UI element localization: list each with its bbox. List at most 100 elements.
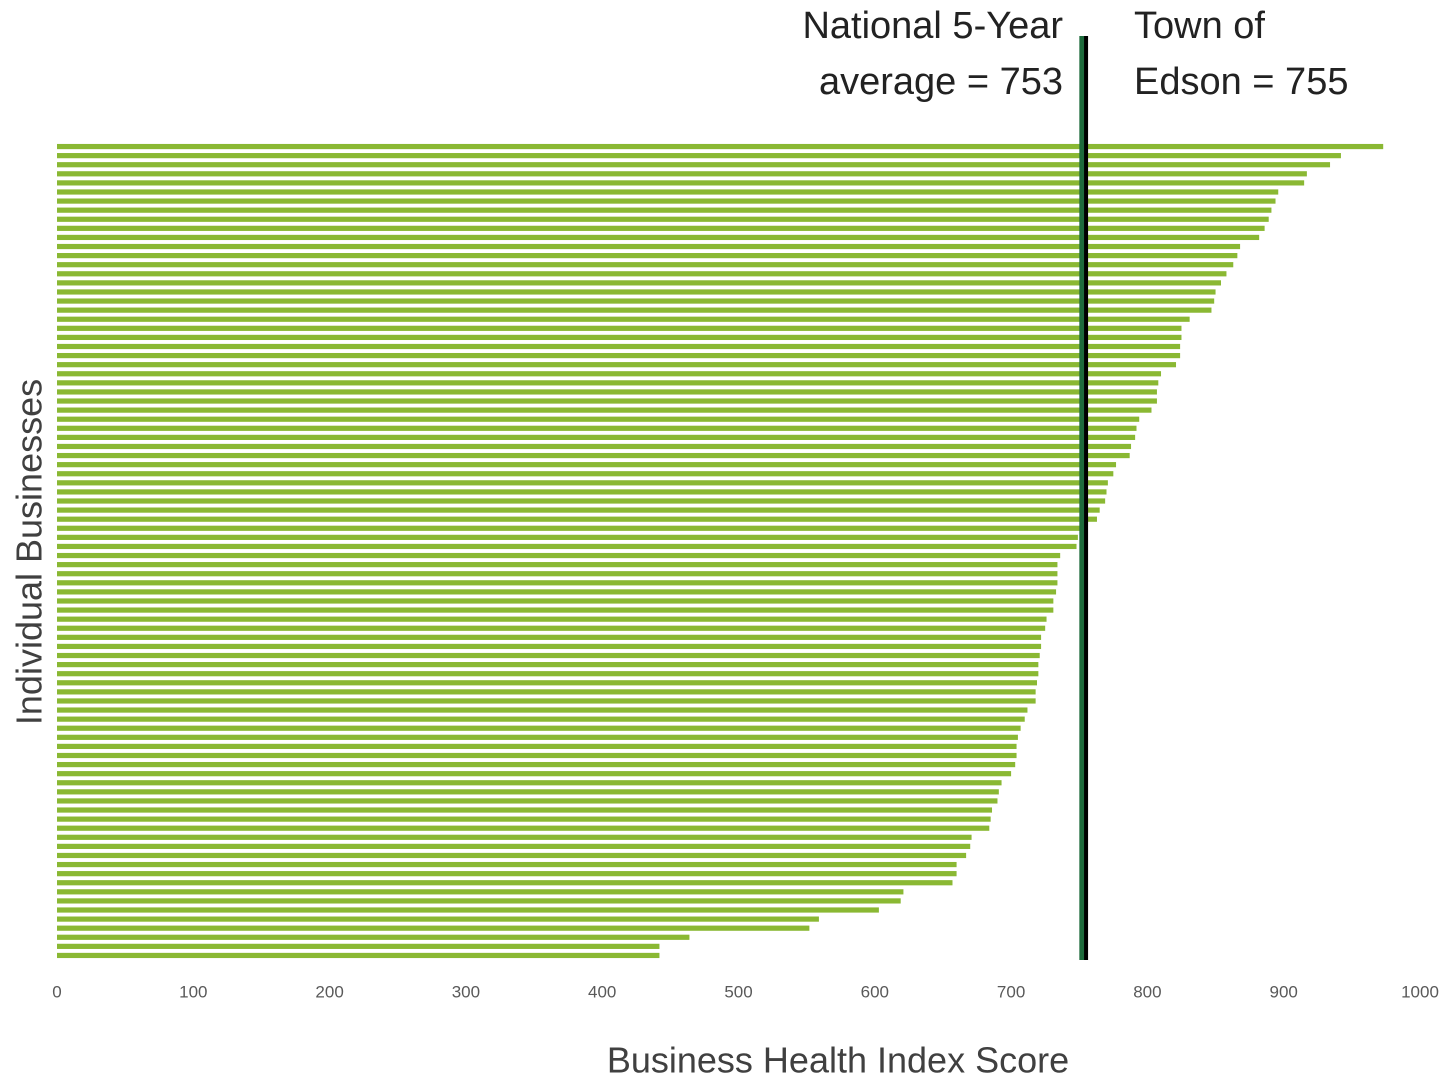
bar	[57, 807, 993, 813]
bar	[57, 262, 1234, 268]
bar	[57, 225, 1265, 231]
bar	[57, 416, 1140, 422]
bar	[57, 843, 971, 849]
bar	[57, 652, 1040, 659]
bar	[57, 198, 1276, 204]
bar	[57, 362, 1177, 368]
bar	[57, 816, 991, 822]
bar	[57, 507, 1100, 513]
bar	[57, 462, 1117, 468]
bar	[57, 316, 1190, 322]
x-tick-label: 700	[997, 982, 1025, 1001]
bar	[57, 662, 1039, 668]
x-tick-label: 1000	[1401, 982, 1439, 1001]
bar	[57, 571, 1058, 577]
bar	[57, 671, 1039, 677]
bar	[57, 452, 1130, 459]
bar	[57, 216, 1269, 222]
bar	[57, 189, 1279, 195]
bar	[57, 489, 1107, 495]
bar	[57, 180, 1305, 186]
bar	[57, 562, 1058, 568]
x-axis-label: Business Health Index Score	[607, 1040, 1069, 1081]
bar	[57, 352, 1181, 359]
bar	[57, 643, 1042, 650]
bar	[57, 689, 1036, 695]
bar	[57, 925, 810, 931]
reference-label: Edson = 755	[1134, 61, 1348, 103]
bar	[57, 680, 1037, 686]
x-tick-label: 300	[452, 982, 480, 1001]
bar	[57, 434, 1136, 440]
bar	[57, 425, 1137, 431]
bar	[57, 707, 1028, 713]
bar	[57, 934, 690, 940]
x-tick-label: 800	[1133, 982, 1161, 1001]
bar	[57, 207, 1272, 213]
bar	[57, 543, 1077, 550]
x-tick-label: 200	[315, 982, 343, 1001]
bar	[57, 516, 1097, 522]
bar	[57, 852, 967, 859]
bar	[57, 598, 1054, 604]
bar	[57, 471, 1114, 477]
bar	[57, 480, 1108, 486]
bar	[57, 698, 1036, 704]
bar	[57, 752, 1017, 759]
bar	[57, 589, 1057, 595]
reference-label: National 5-Year	[802, 5, 1063, 47]
bar	[57, 243, 1241, 250]
bar	[57, 389, 1157, 395]
bar	[57, 380, 1159, 386]
bar	[57, 871, 957, 877]
x-tick-label: 100	[179, 982, 207, 1001]
bar	[57, 743, 1017, 750]
bar	[57, 607, 1054, 613]
bar	[57, 798, 998, 804]
bar	[57, 280, 1222, 286]
bar	[57, 780, 1002, 786]
bar	[57, 789, 999, 795]
bar	[57, 825, 990, 831]
bar	[57, 253, 1238, 259]
bar	[57, 943, 660, 949]
bar	[57, 325, 1182, 331]
bar	[57, 234, 1260, 241]
bar	[57, 716, 1025, 722]
bar	[57, 162, 1331, 168]
bar	[57, 907, 879, 913]
bar	[57, 898, 901, 904]
bar	[57, 171, 1307, 177]
bar	[57, 407, 1152, 413]
bar	[57, 916, 819, 922]
x-tick-label: 0	[52, 982, 61, 1001]
reference-label: Town of	[1134, 5, 1265, 47]
bar	[57, 343, 1181, 350]
bar	[57, 952, 660, 959]
bar	[57, 580, 1058, 586]
x-tick-label: 400	[588, 982, 616, 1001]
bar	[57, 734, 1018, 740]
y-axis-label: Individual Businesses	[9, 379, 50, 725]
bar	[57, 143, 1384, 150]
bar	[57, 289, 1216, 295]
reference-label: average = 753	[819, 61, 1063, 103]
bar	[57, 371, 1162, 377]
bar	[57, 861, 957, 868]
bar	[57, 634, 1042, 640]
bar	[57, 834, 972, 840]
bar	[57, 443, 1132, 450]
bar	[57, 616, 1047, 622]
x-tick-label: 600	[861, 982, 889, 1001]
bar	[57, 271, 1227, 277]
bar	[57, 625, 1046, 631]
bar	[57, 889, 904, 895]
bar	[57, 725, 1021, 731]
bar	[57, 307, 1212, 313]
bar	[57, 398, 1157, 404]
bar	[57, 880, 953, 886]
x-tick-label: 500	[724, 982, 752, 1001]
bar	[57, 525, 1081, 531]
bar	[57, 534, 1078, 540]
